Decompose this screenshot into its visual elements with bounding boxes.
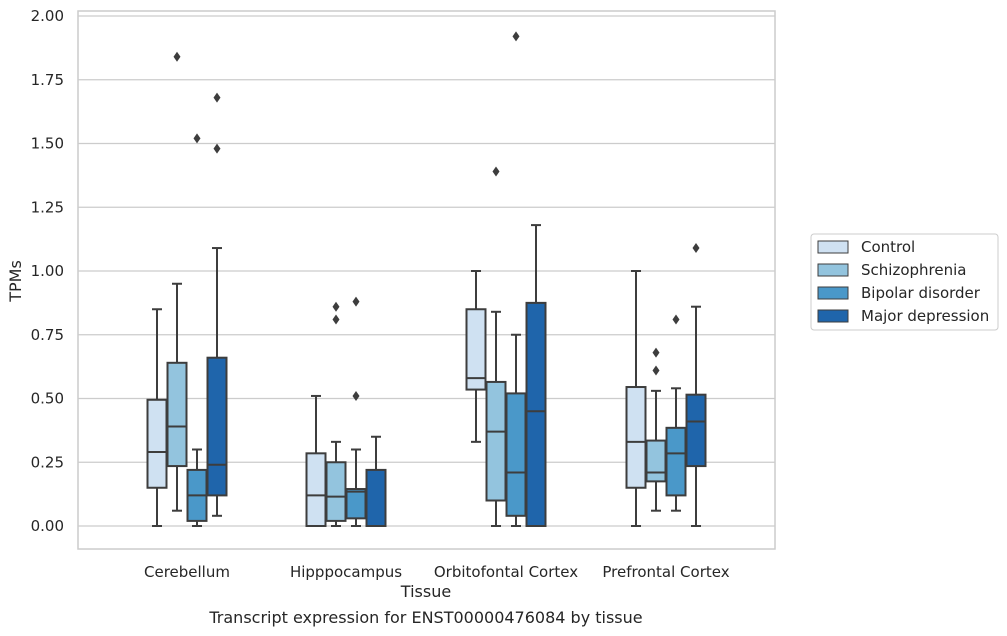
legend-label: Control: [861, 238, 915, 256]
x-tick-label: Prefrontal Cortex: [602, 563, 729, 581]
y-tick-label: 2.00: [31, 7, 64, 25]
box-control: [625, 270, 647, 527]
y-tick-label: 1.25: [31, 198, 64, 216]
box-body: [685, 393, 707, 468]
outlier-point: [173, 51, 181, 62]
x-tick-label: Hipppocampus: [290, 563, 402, 581]
box-schizophrenia: [645, 347, 667, 512]
box-bipolar-disorder: [665, 314, 687, 512]
box-body: [525, 301, 547, 527]
legend-label: Schizophrenia: [861, 261, 966, 279]
legend-swatch: [817, 240, 849, 254]
x-axis-ticks: Cerebellum Hipppocampus Orbitofontal Corte…: [144, 563, 730, 581]
box-control: [465, 270, 487, 443]
grid-lines: [78, 15, 775, 527]
box-major-depression: [525, 224, 547, 527]
box-bipolar-disorder: [345, 296, 367, 527]
y-tick-label: 0.25: [31, 453, 64, 471]
outlier-point: [213, 143, 221, 154]
box-control: [305, 394, 327, 528]
box-body: [166, 361, 188, 468]
outlier-point: [692, 243, 700, 254]
y-tick-label: 1.75: [31, 71, 64, 89]
y-tick-label: 0.75: [31, 326, 64, 344]
y-tick-label: 0.50: [31, 390, 64, 408]
y-axis-label: TPMs: [6, 260, 25, 303]
legend-label: Bipolar disorder: [861, 284, 981, 302]
box-major-depression: [365, 435, 387, 527]
legend-entries: Control Schizophrenia Bipolar disorder Majo…: [817, 238, 989, 325]
plot-frame: [77, 10, 776, 550]
box-body: [325, 461, 347, 522]
box-body: [645, 439, 667, 483]
box-body: [625, 386, 647, 489]
legend-swatch: [817, 286, 849, 300]
box-body: [505, 392, 527, 517]
chart-title: Transcript expression for ENST0000047608…: [208, 608, 642, 627]
legend: Control Schizophrenia Bipolar disorder Majo…: [810, 233, 999, 331]
outlier-point: [352, 390, 360, 401]
x-tick-label: Orbitofontal Cortex: [434, 563, 578, 581]
box-plot-area: [146, 31, 707, 528]
box-major-depression: [685, 243, 707, 527]
outlier-point: [332, 314, 340, 325]
box-schizophrenia: [485, 166, 507, 527]
box-body: [146, 398, 168, 489]
box-schizophrenia: [166, 51, 188, 512]
legend-label: Major depression: [861, 307, 989, 325]
outlier-point: [652, 365, 660, 376]
box-body: [665, 426, 687, 497]
box-major-depression: [206, 92, 228, 517]
box-body: [305, 452, 327, 528]
outlier-point: [193, 133, 201, 144]
y-axis-ticks: 0.00 0.25 0.50 0.75 1.00 1.25 1.50 1.75 2.00: [31, 7, 64, 535]
legend-frame: [810, 233, 999, 331]
legend-swatch: [817, 309, 849, 323]
box-control: [146, 308, 168, 527]
outlier-point: [213, 92, 221, 103]
outlier-point: [332, 301, 340, 312]
legend-swatch: [817, 263, 849, 277]
y-tick-label: 0.00: [31, 517, 64, 535]
outlier-point: [652, 347, 660, 358]
box-body: [365, 468, 387, 527]
box-body: [206, 356, 228, 497]
box-body: [465, 308, 487, 391]
x-axis-label: Tissue: [400, 582, 451, 601]
box-body: [485, 380, 507, 502]
outlier-point: [352, 296, 360, 307]
outlier-point: [492, 166, 500, 177]
box-bipolar-disorder: [505, 31, 527, 527]
x-tick-label: Cerebellum: [144, 563, 230, 581]
outlier-point: [512, 31, 520, 42]
y-tick-label: 1.00: [31, 262, 64, 280]
outlier-point: [672, 314, 680, 325]
box-bipolar-disorder: [186, 133, 208, 527]
y-tick-label: 1.50: [31, 135, 64, 153]
box-body: [345, 488, 367, 520]
